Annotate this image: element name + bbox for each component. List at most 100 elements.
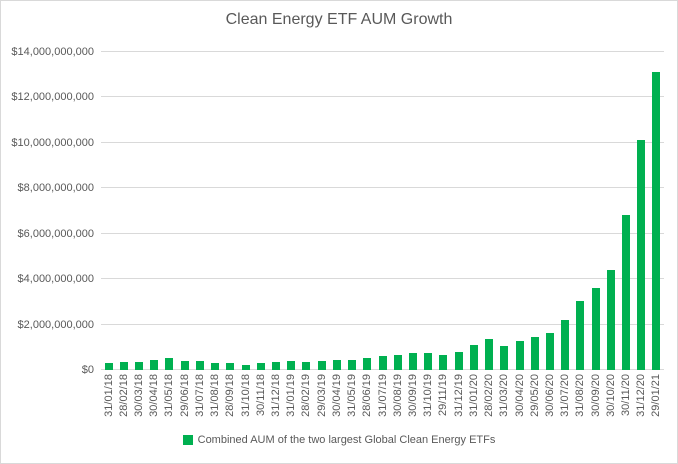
x-slot: 31/07/19 <box>375 374 390 428</box>
bar-slot <box>131 52 146 370</box>
x-axis-tick-label: 30/09/19 <box>406 374 419 417</box>
legend: Combined AUM of the two largest Global C… <box>1 434 677 446</box>
x-axis-tick-label: 28/02/18 <box>117 374 130 417</box>
x-axis-tick-label: 30/09/20 <box>589 374 602 417</box>
bar <box>348 360 357 370</box>
x-slot: 28/02/19 <box>299 374 314 428</box>
x-slot: 31/05/19 <box>345 374 360 428</box>
x-axis-tick-label: 31/05/19 <box>346 374 359 417</box>
x-axis-tick-label: 28/06/19 <box>361 374 374 417</box>
bar <box>378 356 387 370</box>
bar <box>302 361 311 370</box>
x-axis-tick-label: 30/04/20 <box>513 374 526 417</box>
bar-slot <box>208 52 223 370</box>
bar <box>287 361 296 370</box>
bar-slot <box>512 52 527 370</box>
x-slot: 30/06/20 <box>542 374 557 428</box>
bar <box>150 360 159 370</box>
x-slot: 30/04/19 <box>329 374 344 428</box>
x-axis: 31/01/18 28/02/18 30/03/18 30/04/18 31/05/18… <box>101 374 664 428</box>
gridline <box>101 232 664 234</box>
bar <box>500 346 509 370</box>
x-axis-tick-label: 31/08/18 <box>209 374 222 417</box>
bar <box>104 362 113 370</box>
x-slot: 31/07/20 <box>558 374 573 428</box>
y-axis-tick-label: $4,000,000,000 <box>17 273 94 286</box>
y-axis-tick-label: $8,000,000,000 <box>17 182 94 195</box>
x-slot: 31/01/20 <box>466 374 481 428</box>
chart-title: Clean Energy ETF AUM Growth <box>225 11 453 28</box>
x-slot: 31/08/20 <box>573 374 588 428</box>
x-slot: 31/03/20 <box>497 374 512 428</box>
x-axis-tick-label: 28/02/20 <box>483 374 496 417</box>
bar-slot <box>360 52 375 370</box>
x-axis-tick-label: 31/12/18 <box>270 374 283 417</box>
y-axis-tick-label: $2,000,000,000 <box>17 318 94 331</box>
bar <box>576 300 585 370</box>
x-axis-tick-label: 31/10/19 <box>422 374 435 417</box>
gridline <box>101 187 664 189</box>
bar-slot <box>314 52 329 370</box>
x-axis-tick-label: 29/11/19 <box>437 374 450 417</box>
bar <box>332 360 341 370</box>
x-axis-tick-label: 29/01/21 <box>650 374 663 417</box>
plot-area <box>101 51 664 370</box>
y-axis-tick-label: $6,000,000,000 <box>17 227 94 240</box>
bar-slot <box>177 52 192 370</box>
bar <box>439 354 448 370</box>
bar-slot <box>405 52 420 370</box>
x-slot: 31/08/18 <box>208 374 223 428</box>
bar-slot <box>527 52 542 370</box>
x-slot: 31/05/18 <box>162 374 177 428</box>
legend-label: Combined AUM of the two largest Global C… <box>197 434 496 446</box>
x-axis-tick-label: 30/06/20 <box>543 374 556 417</box>
y-axis-tick-label: $12,000,000,000 <box>11 91 94 104</box>
x-axis-tick-label: 31/07/18 <box>193 374 206 417</box>
bar-slot <box>558 52 573 370</box>
x-slot: 30/11/20 <box>618 374 633 428</box>
bar-slot <box>345 52 360 370</box>
x-slot: 31/01/19 <box>284 374 299 428</box>
x-axis-tick-label: 31/01/19 <box>285 374 298 417</box>
x-slot: 29/01/21 <box>649 374 664 428</box>
x-slot: 31/07/18 <box>192 374 207 428</box>
x-slot: 28/02/18 <box>116 374 131 428</box>
x-slot: 30/10/20 <box>603 374 618 428</box>
y-axis-tick-label: $14,000,000,000 <box>11 46 94 58</box>
x-axis-tick-label: 29/03/19 <box>315 374 328 417</box>
bar-slot <box>284 52 299 370</box>
x-axis-tick-label: 28/09/18 <box>224 374 237 417</box>
bar-slot <box>481 52 496 370</box>
bar-slot <box>375 52 390 370</box>
bar-slot <box>116 52 131 370</box>
bar-slot <box>542 52 557 370</box>
bar <box>119 362 128 370</box>
bar <box>195 360 204 370</box>
y-axis-tick-label: $10,000,000,000 <box>11 136 94 149</box>
x-slot: 31/12/18 <box>268 374 283 428</box>
bar <box>637 140 646 370</box>
bar-series <box>101 52 664 370</box>
bar <box>606 269 615 370</box>
x-slot: 30/09/20 <box>588 374 603 428</box>
bar-slot <box>634 52 649 370</box>
x-slot: 30/03/18 <box>131 374 146 428</box>
bar <box>652 71 661 370</box>
bar-slot <box>238 52 253 370</box>
x-axis-tick-label: 30/08/19 <box>391 374 404 417</box>
x-slot: 30/08/19 <box>390 374 405 428</box>
bar <box>211 362 220 370</box>
x-slot: 31/01/18 <box>101 374 116 428</box>
bar <box>135 362 144 370</box>
x-axis-tick-label: 30/04/18 <box>148 374 161 417</box>
x-slot: 29/03/19 <box>314 374 329 428</box>
x-slot: 30/04/18 <box>147 374 162 428</box>
bar <box>226 362 235 370</box>
bar-slot <box>466 52 481 370</box>
x-slot: 29/11/19 <box>436 374 451 428</box>
bar <box>241 364 250 370</box>
bar <box>317 361 326 370</box>
x-axis-tick-label: 30/11/18 <box>254 374 267 417</box>
x-axis-tick-label: 31/07/20 <box>559 374 572 417</box>
